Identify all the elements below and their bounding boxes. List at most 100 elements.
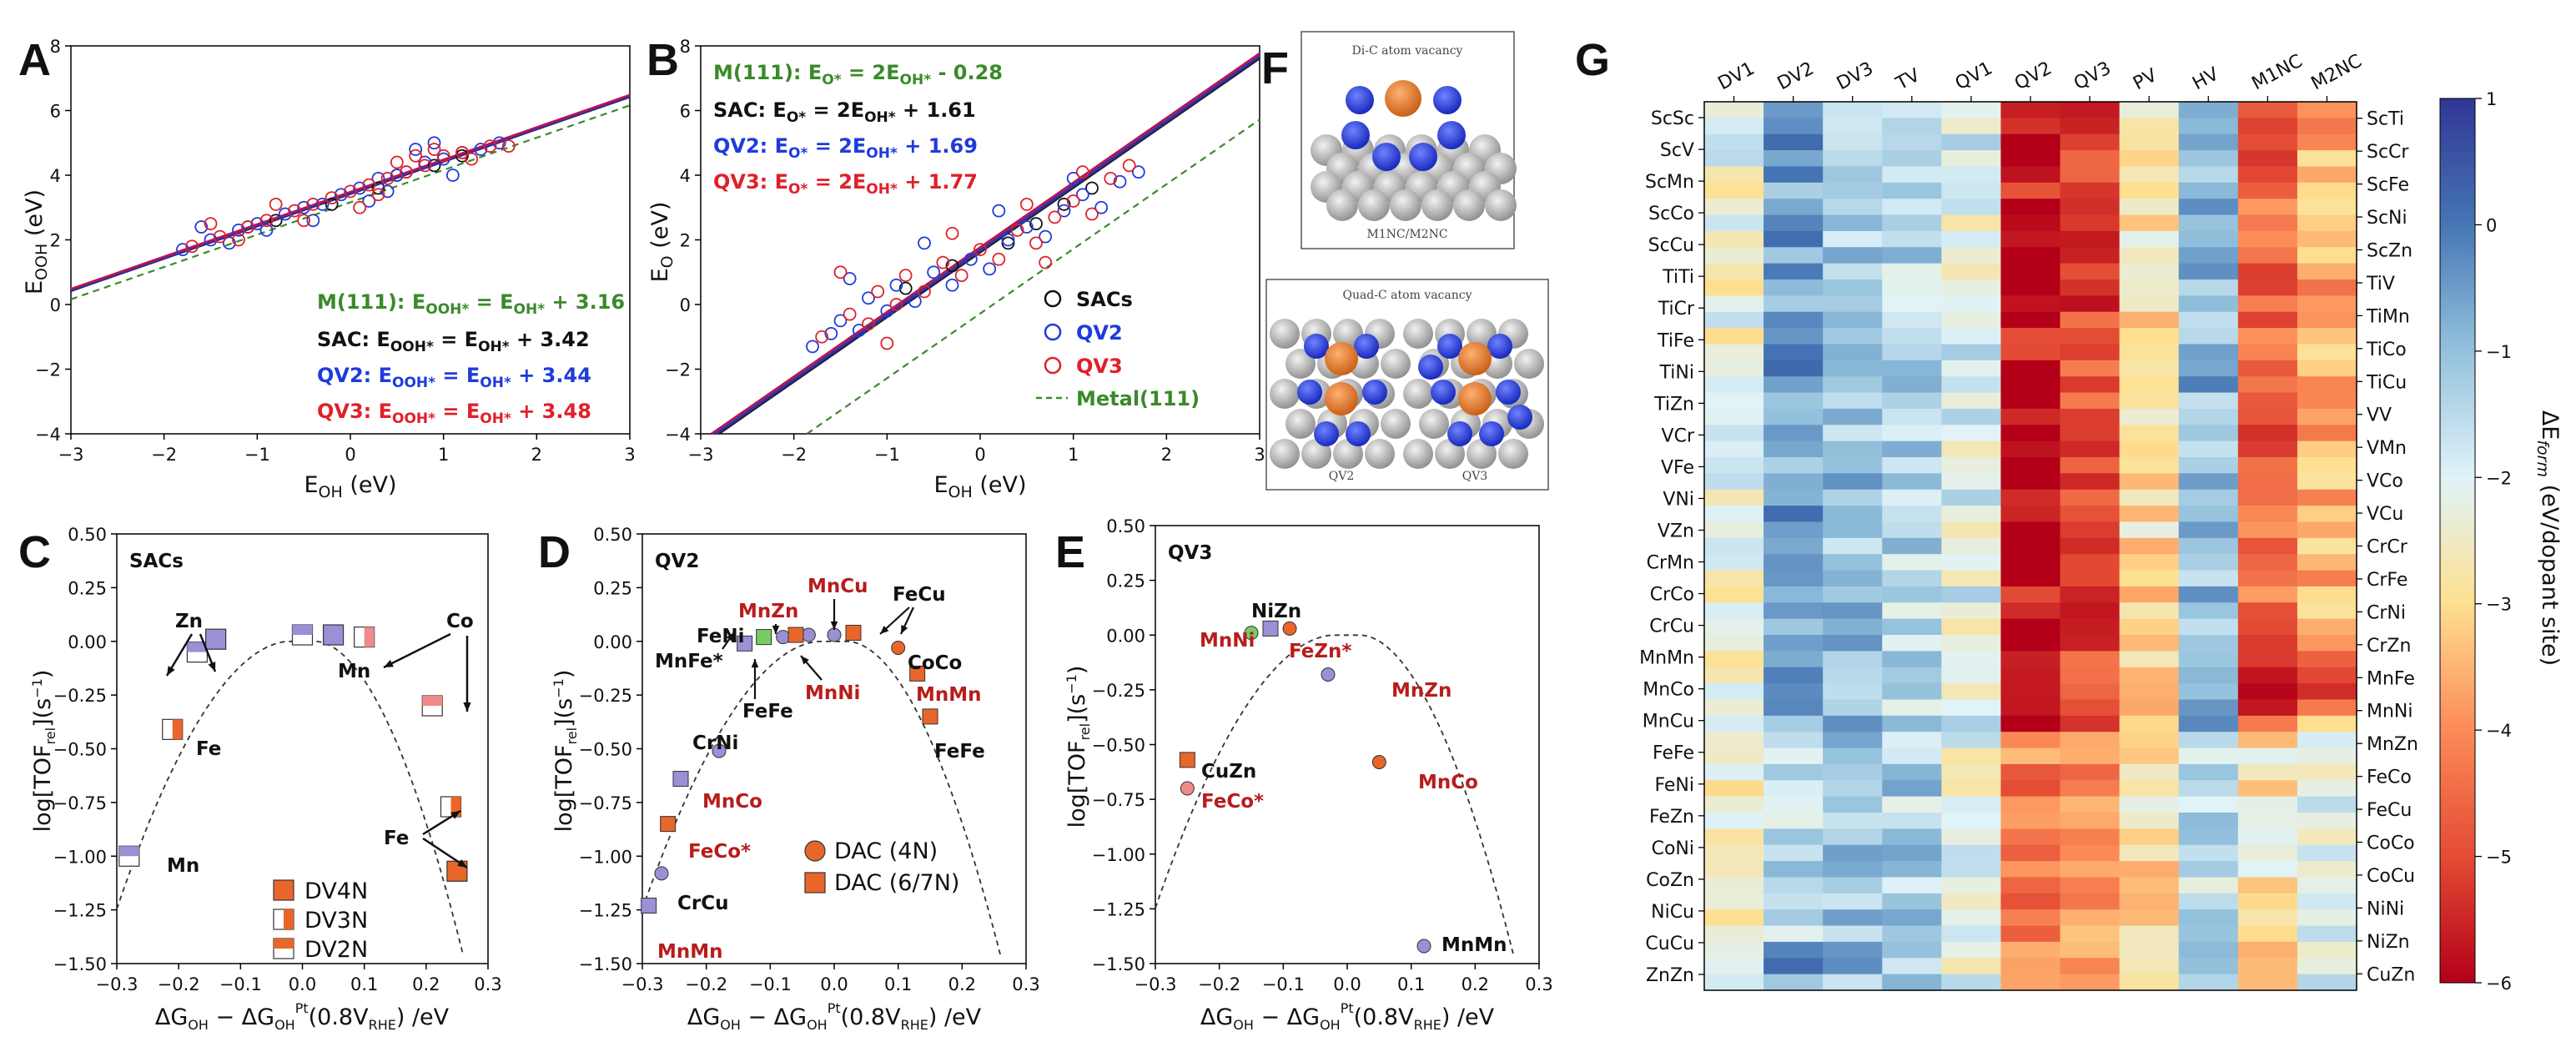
heatmap-cell (1763, 311, 1824, 329)
heatmap-cell (2297, 893, 2357, 910)
nitrogen-atom (1437, 334, 1462, 359)
heatmap-cell (2178, 732, 2239, 749)
heatmap-cell (2178, 925, 2239, 943)
heatmap-cell (2237, 618, 2298, 636)
heatmap-cell (1704, 247, 1764, 264)
heatmap-cell (2000, 279, 2061, 296)
heatmap-cell (2237, 199, 2298, 216)
heatmap-cell (1882, 102, 1942, 118)
point-qv3 (362, 178, 376, 192)
panel-a-xtick-label: −3 (58, 445, 84, 465)
carbon-atom (1421, 189, 1453, 221)
metal-atom (1385, 80, 1421, 117)
point-qv2 (250, 217, 264, 231)
panel-d-xtick-label: −0.2 (685, 974, 727, 994)
row-label-right: CoCo (2367, 833, 2415, 854)
heatmap-cell (2060, 554, 2121, 571)
heatmap-cell (1763, 699, 1824, 717)
heatmap-cell (2237, 554, 2298, 571)
heatmap-cell (2178, 166, 2239, 184)
panel-e-ytick-label: −1.50 (1092, 954, 1145, 974)
panel-b-xtick-label: 3 (1254, 445, 1265, 465)
heatmap-cell (1823, 408, 1883, 425)
panel-e-ytick-label: −1.25 (1092, 899, 1145, 919)
heatmap-cell (2237, 748, 2298, 765)
heatmap-cell (1823, 586, 1883, 603)
heatmap-cell (2178, 311, 2239, 329)
heatmap-cell (2237, 118, 2298, 135)
heatmap-cell (2178, 182, 2239, 199)
row-label-right: CoCu (2367, 866, 2415, 887)
colorbar-tick-label: −6 (2486, 974, 2512, 994)
heatmap-cell (2119, 376, 2180, 394)
heatmap-cell (2119, 813, 2180, 829)
heatmap-cell (2237, 133, 2298, 151)
point-qv2 (278, 207, 292, 221)
heatmap-cell (2297, 635, 2357, 652)
point-qv2 (492, 136, 506, 150)
heatmap-cell (1941, 328, 2002, 345)
heatmap-cell (2297, 166, 2357, 184)
heatmap-cell (2297, 279, 2357, 296)
heatmap-cell (1941, 667, 2002, 684)
point-qv2 (963, 252, 978, 266)
heatmap-cell (2237, 925, 2298, 943)
row-label-left: ScMn (1645, 172, 1694, 193)
point-qv2 (418, 155, 432, 169)
heatmap-cell (2237, 311, 2298, 329)
heatmap-cell (2178, 150, 2239, 168)
heatmap-cell (2178, 602, 2239, 620)
heatmap-cell (2060, 958, 2121, 975)
row-label-right: TiV (2366, 274, 2395, 294)
heatmap-cell (1763, 263, 1824, 280)
heatmap-cell (2119, 796, 2180, 813)
point-qv2 (222, 236, 236, 250)
fit-line-qv2 (714, 54, 1260, 435)
heatmap-cell (1882, 328, 1942, 345)
panel-d-ytick-label: 0.00 (593, 632, 632, 652)
point-qv2 (334, 188, 348, 202)
colorbar-tick-label: −3 (2486, 595, 2512, 615)
heatmap-cell (2060, 182, 2121, 199)
heatmap-cell (1823, 909, 1883, 927)
heatmap-cell (1763, 182, 1824, 199)
panel-a-ytick-label: 4 (50, 166, 61, 186)
row-label-left: MnMn (1639, 648, 1694, 669)
heatmap-cell (2060, 893, 2121, 910)
heatmap-cell (1941, 425, 2002, 442)
heatmap-cell (2060, 247, 2121, 264)
nitrogen-atom (1362, 380, 1387, 405)
panel-d-xtick-label: −0.3 (621, 974, 664, 994)
panel-d-title: QV2 (655, 551, 699, 572)
heatmap-cell (1823, 425, 1883, 442)
heatmap-cell (1882, 506, 1942, 523)
row-label-left: VFe (1661, 457, 1694, 478)
heatmap-cell (1941, 247, 2002, 264)
heatmap-cell (1882, 408, 1942, 425)
heatmap-cell (2178, 408, 2239, 425)
heatmap-cell (2119, 763, 2180, 781)
point-sac (455, 148, 469, 163)
point-qv3 (436, 148, 450, 163)
carbon-atom (1270, 319, 1300, 349)
heatmap-cell (1823, 440, 1883, 458)
heatmap-cell (2060, 521, 2121, 539)
point-qv3 (204, 217, 218, 231)
heatmap-cell (2060, 199, 2121, 216)
heatmap-cell (2237, 344, 2298, 361)
heatmap-cell (2000, 925, 2061, 943)
label-mn-left: Mn (167, 855, 199, 877)
heatmap-cell (2237, 392, 2298, 410)
heatmap-cell (1941, 748, 2002, 765)
label-coco: CoCo (908, 652, 962, 674)
heatmap-cell (2297, 586, 2357, 603)
panel-b-ytick-label: 2 (680, 231, 691, 251)
heatmap-cell (2178, 473, 2239, 491)
heatmap-cell (2119, 328, 2180, 345)
heatmap-cell (1704, 844, 1764, 862)
heatmap-cell (2000, 457, 2061, 474)
heatmap-cell (1823, 344, 1883, 361)
label-mnfe: MnFe* (655, 651, 723, 672)
row-label-right: ScFe (2367, 175, 2409, 196)
heatmap-cell (2178, 828, 2239, 846)
